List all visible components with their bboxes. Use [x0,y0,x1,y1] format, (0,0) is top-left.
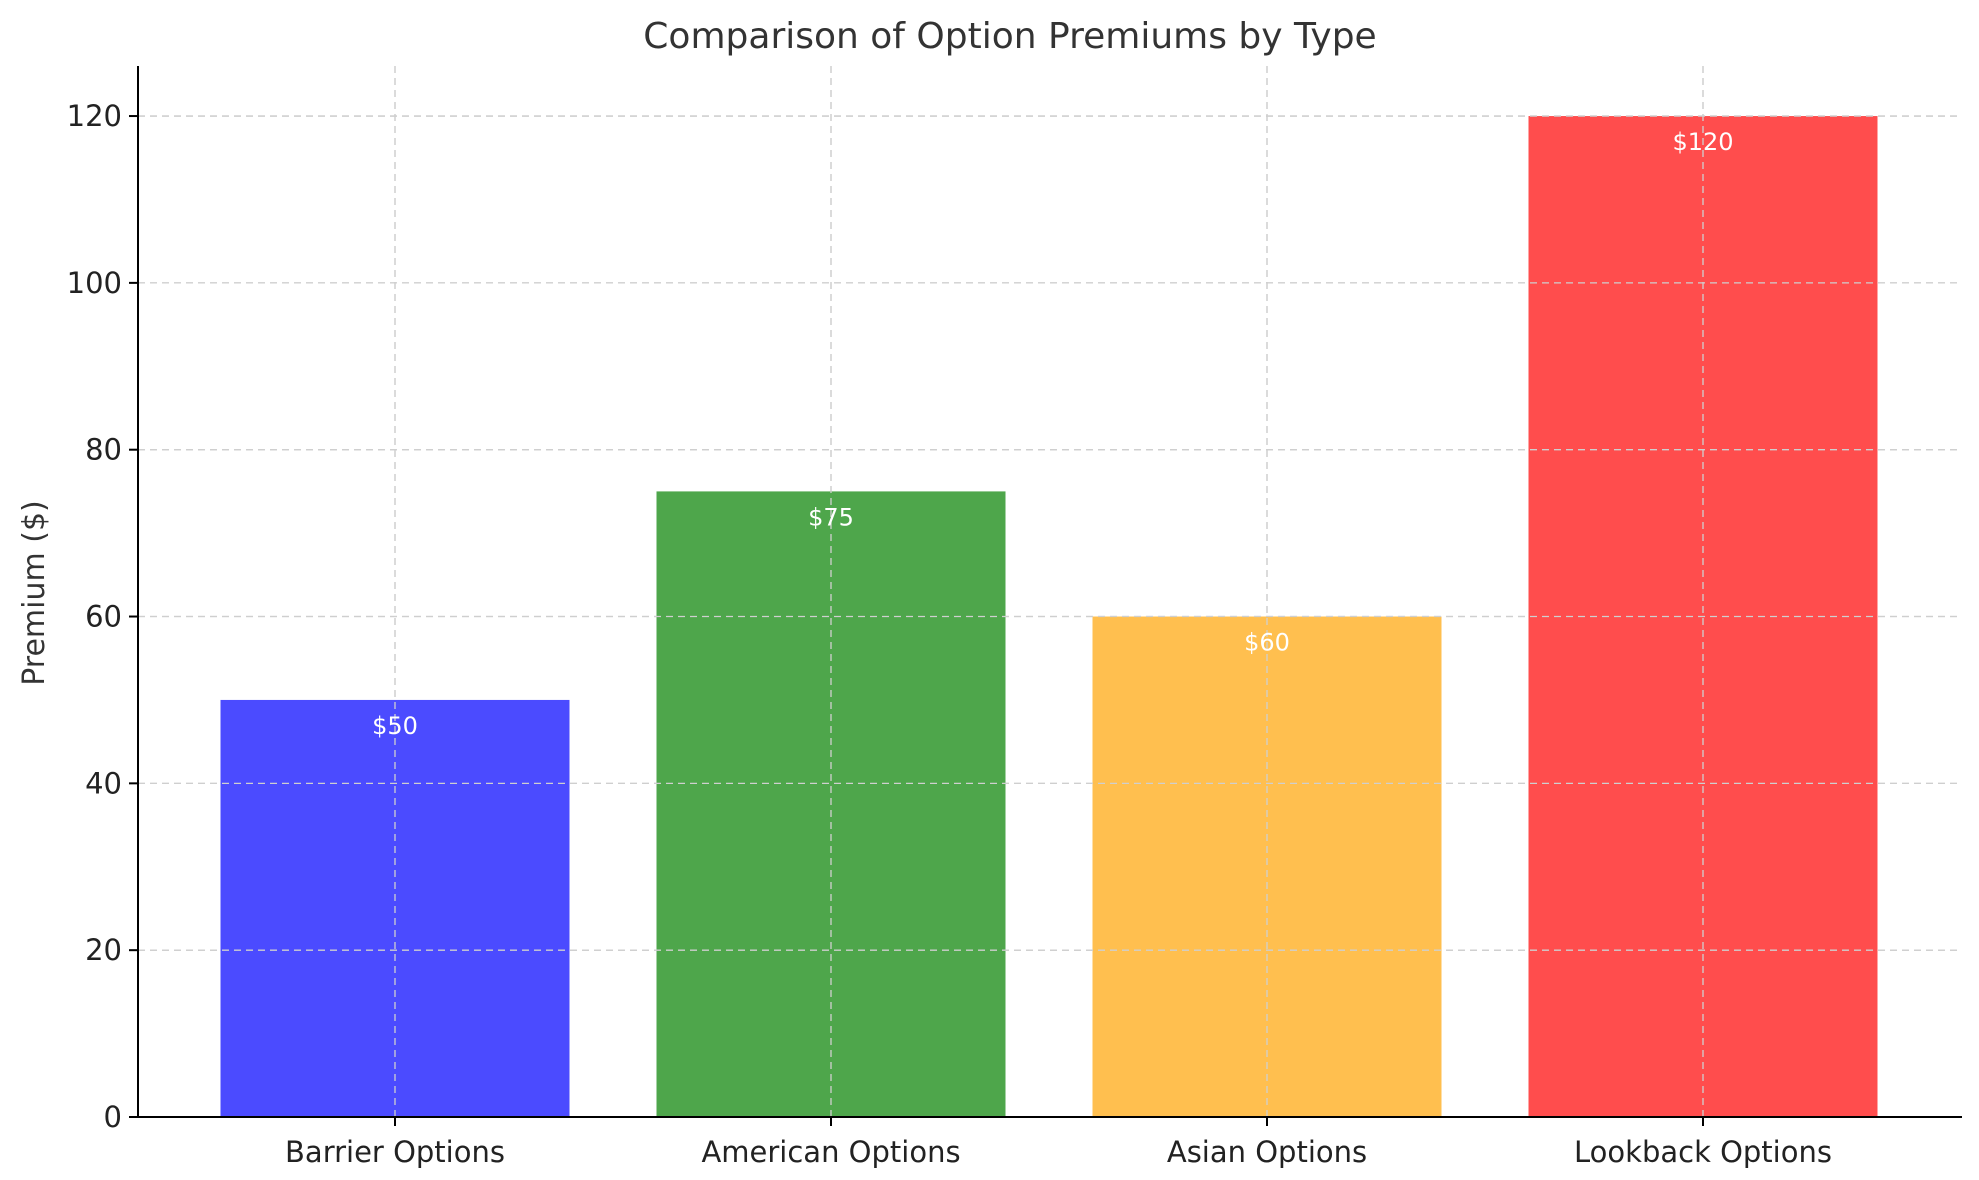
x-tick-label: Asian Options [1167,1135,1367,1169]
y-tick-label: 80 [85,433,122,467]
x-tick-label: Lookback Options [1574,1135,1832,1169]
bar-value-label: $60 [1244,629,1290,657]
axes: 0 20 40 60 80 100 120 Barrier Options American O… [67,66,1962,1169]
bar-value-label: $120 [1672,128,1733,156]
chart-title: Comparison of Option Premiums by Type [643,16,1376,57]
y-tick-label: 20 [85,933,122,967]
y-tick-label: 0 [104,1100,122,1134]
x-tick-label: Barrier Options [285,1135,505,1169]
bar-value-label: $75 [808,503,854,531]
y-tick-label: 100 [67,266,122,300]
y-tick-label: 40 [85,766,122,800]
y-axis-label: Premium ($) [17,500,52,686]
bar-value-label: $50 [372,712,418,740]
y-tick-label: 60 [85,600,122,634]
data-labels: $50 $75 $60 $120 [138,66,1962,1118]
y-tick-label: 120 [67,99,122,133]
bar-asian-options [1092,616,1442,1117]
x-tick-label: American Options [701,1135,960,1169]
